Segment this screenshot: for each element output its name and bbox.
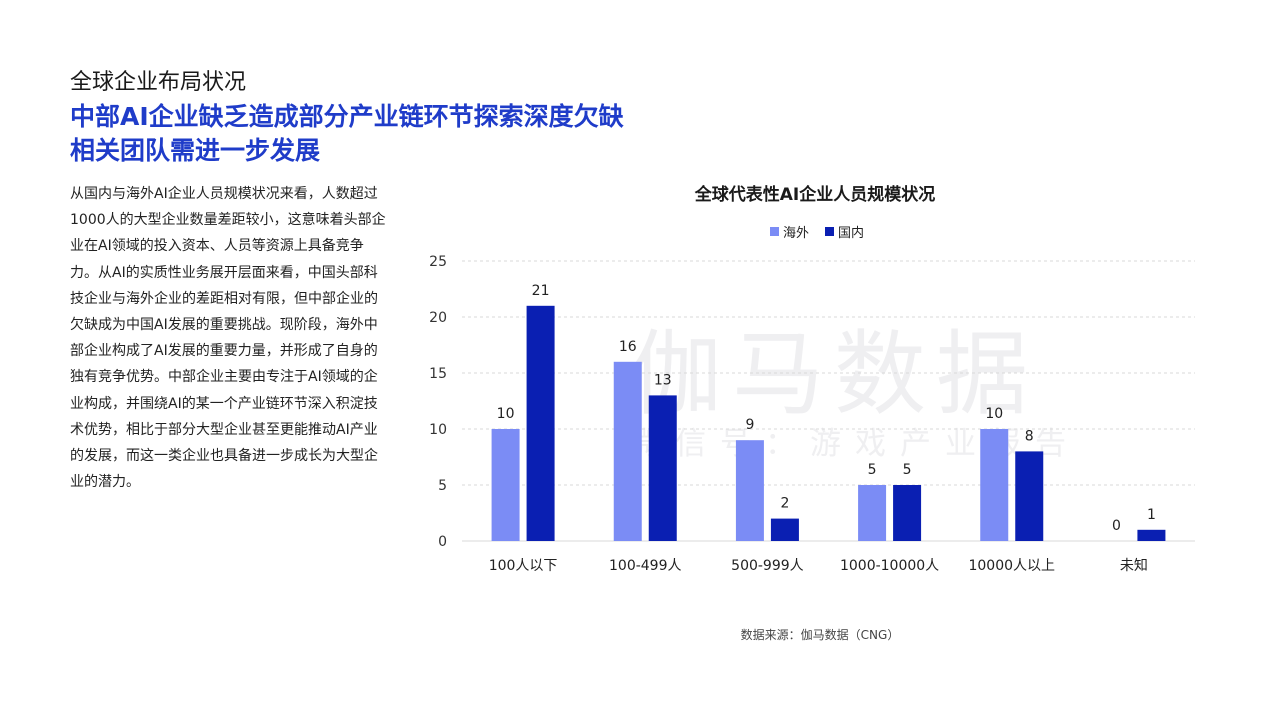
data-label: 5 xyxy=(903,462,912,478)
legend-swatch-domestic xyxy=(825,227,835,236)
chart-title: 全球代表性AI企业人员规模状况 xyxy=(694,185,936,205)
bar-domestic xyxy=(1015,451,1044,541)
bar-overseas xyxy=(613,361,642,541)
bar-overseas xyxy=(980,429,1009,541)
data-label: 2 xyxy=(780,496,789,512)
bar-overseas xyxy=(858,485,887,541)
data-label: 10 xyxy=(985,406,1003,422)
legend-item-domestic: 国内 xyxy=(825,222,864,241)
data-label: 8 xyxy=(1025,428,1034,444)
bar-domestic xyxy=(893,485,922,541)
headline-line-1: 中部AI企业缺乏造成部分产业链环节探索深度欠缺 xyxy=(70,102,624,131)
legend-item-overseas: 海外 xyxy=(770,222,809,241)
data-label: 10 xyxy=(497,406,515,422)
data-label: 21 xyxy=(532,283,550,299)
x-tick-label: 500-999人 xyxy=(731,558,804,574)
data-label: 9 xyxy=(745,417,754,433)
data-label: 0 xyxy=(1112,518,1121,534)
x-tick-label: 100-499人 xyxy=(609,558,682,574)
body-paragraph: 从国内与海外AI企业人员规模状况来看，人数超过1000人的大型企业数量差距较小，… xyxy=(70,186,386,491)
y-tick-label: 0 xyxy=(438,534,447,550)
bar-domestic xyxy=(1137,529,1166,541)
legend-label-overseas: 海外 xyxy=(783,226,810,241)
bar-domestic xyxy=(526,305,555,541)
headline: 中部AI企业缺乏造成部分产业链环节探索深度欠缺 相关团队需进一步发展 xyxy=(70,100,710,168)
x-tick-label: 1000-10000人 xyxy=(840,558,939,574)
y-tick-label: 5 xyxy=(438,478,447,494)
data-label: 16 xyxy=(619,339,637,355)
section-title: 全球企业布局状况 xyxy=(70,70,247,95)
bar-domestic xyxy=(770,518,799,541)
y-tick-label: 10 xyxy=(429,422,447,438)
data-label: 5 xyxy=(868,462,877,478)
data-label: 13 xyxy=(654,372,672,388)
headline-line-2: 相关团队需进一步发展 xyxy=(70,136,321,165)
chart-legend: 海外 国内 xyxy=(770,222,864,241)
bar-overseas xyxy=(491,429,520,541)
x-tick-label: 未知 xyxy=(1120,557,1148,574)
x-tick-label: 100人以下 xyxy=(489,558,558,574)
legend-swatch-overseas xyxy=(770,227,779,236)
bar-overseas xyxy=(735,440,764,541)
y-tick-label: 20 xyxy=(429,310,447,326)
data-source-note: 数据来源：伽马数据（CNG） xyxy=(740,628,900,642)
y-tick-label: 25 xyxy=(429,254,447,270)
x-tick-label: 10000人以上 xyxy=(968,558,1055,574)
legend-label-domestic: 国内 xyxy=(838,226,865,241)
watermark-main: 伽马数据 xyxy=(630,321,1039,428)
bar-domestic xyxy=(648,395,677,541)
data-label: 1 xyxy=(1147,507,1156,523)
y-tick-label: 15 xyxy=(429,366,447,382)
